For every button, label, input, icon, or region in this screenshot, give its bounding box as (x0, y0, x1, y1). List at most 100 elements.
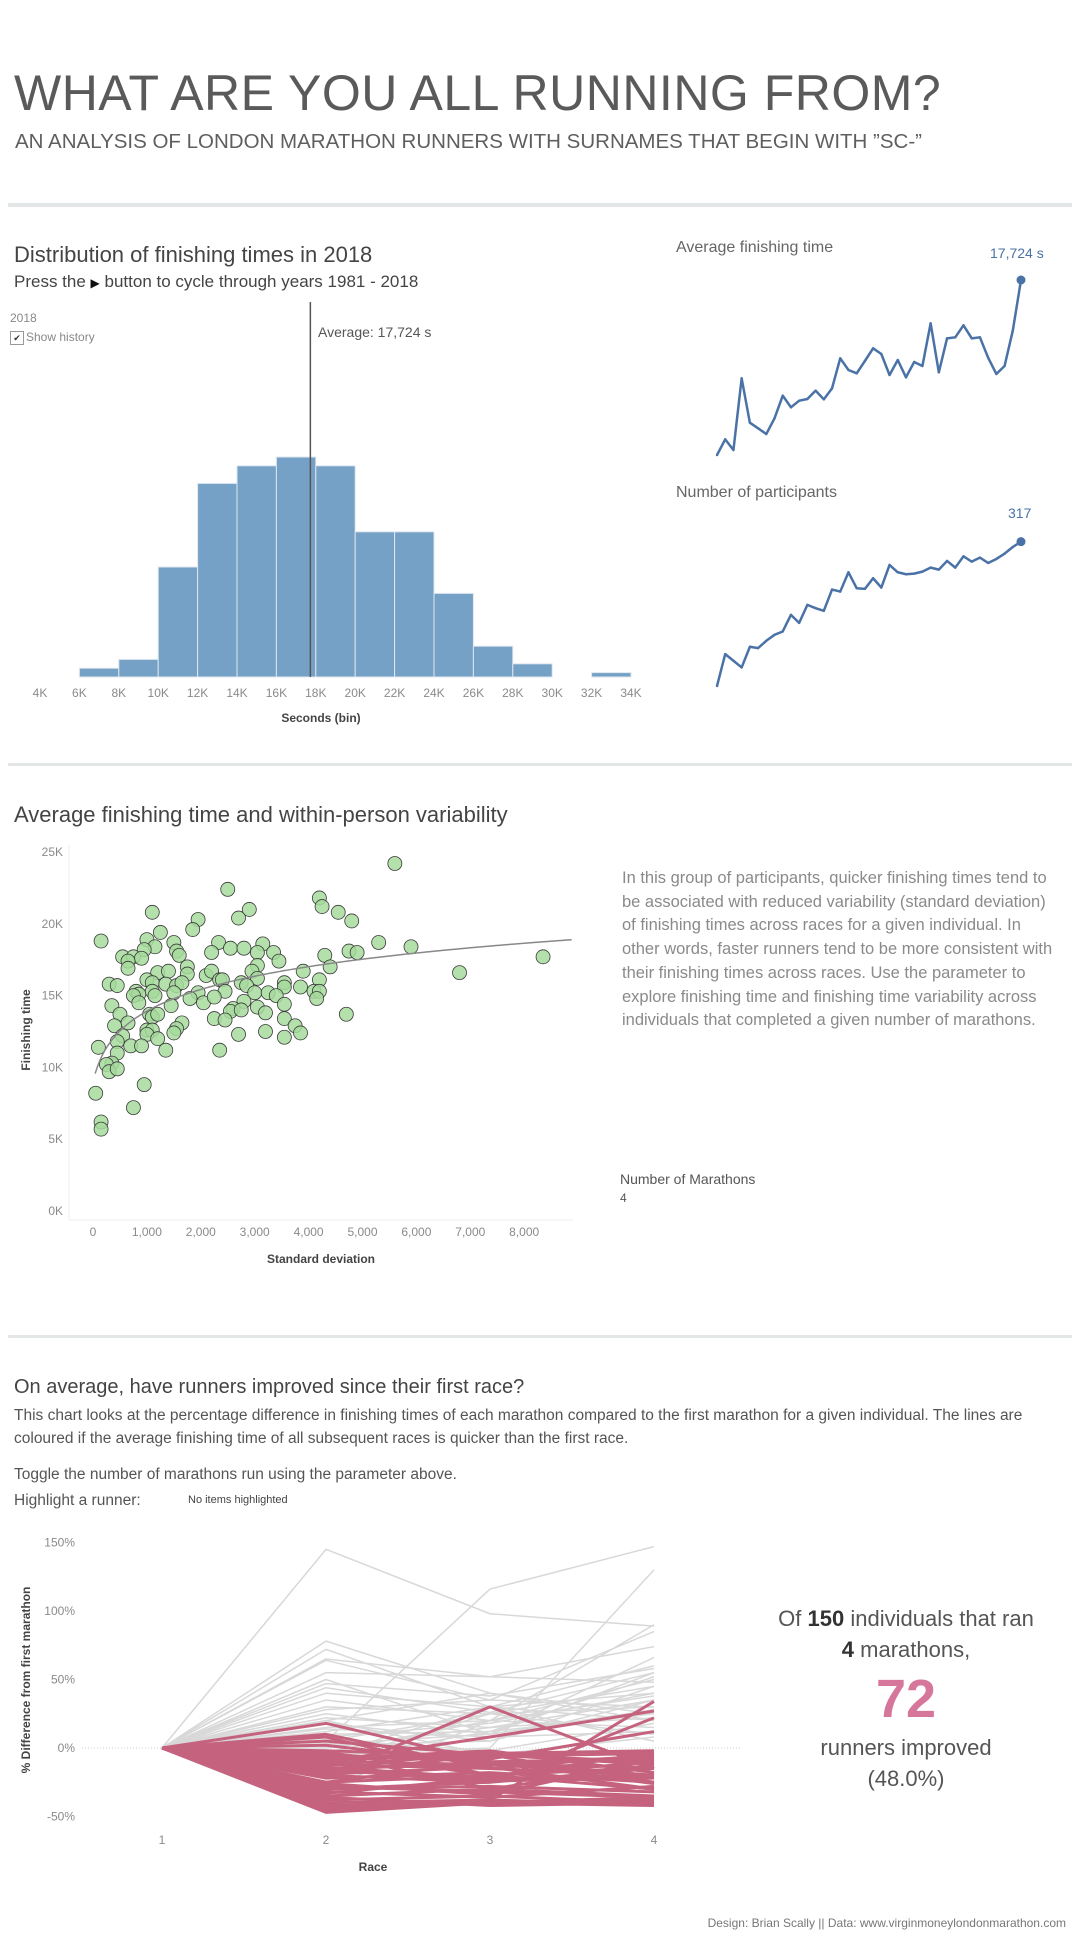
scatter-point[interactable] (204, 945, 219, 960)
participants-sparkline-point[interactable] (970, 560, 973, 563)
avg-time-sparkline-point[interactable] (855, 372, 858, 375)
histogram-bar[interactable] (197, 482, 238, 678)
highlight-runner-dropdown[interactable]: No items highlighted (188, 1494, 288, 1506)
participants-sparkline-point[interactable] (921, 570, 924, 573)
scatter-point[interactable] (452, 965, 467, 981)
scatter-point[interactable] (93, 933, 109, 949)
year-control[interactable]: 2018 (10, 311, 37, 325)
avg-time-sparkline-point[interactable] (781, 394, 784, 397)
scatter-point[interactable] (349, 945, 365, 960)
avg-time-sparkline-point[interactable] (1003, 364, 1006, 368)
scatter-point[interactable] (236, 940, 252, 956)
avg-time-sparkline-point[interactable] (945, 337, 949, 340)
avg-time-sparkline-point[interactable] (789, 406, 793, 409)
avg-time-sparkline-point[interactable] (732, 448, 735, 452)
avg-time-sparkline-point[interactable] (830, 387, 834, 390)
avg-time-sparkline-point[interactable] (904, 376, 908, 379)
checkbox-checked-icon[interactable]: ✔ (10, 330, 24, 345)
scatter-point[interactable] (322, 959, 338, 975)
scatter-point[interactable] (150, 1031, 166, 1047)
scatter-point[interactable] (241, 902, 257, 917)
histogram-bar[interactable] (315, 465, 356, 678)
scatter-point[interactable] (174, 975, 190, 991)
participants-sparkline-point[interactable] (839, 590, 842, 593)
runner-line-improved[interactable] (161, 1746, 655, 1808)
participants-sparkline-point[interactable] (986, 561, 990, 565)
scatter-point[interactable] (144, 904, 160, 920)
show-history-toggle[interactable]: ✔ Show history (10, 330, 95, 345)
scatter-point[interactable] (223, 940, 238, 956)
participants-sparkline-point[interactable] (929, 566, 932, 569)
participants-sparkline-point[interactable] (773, 633, 776, 637)
scatter-point[interactable] (344, 913, 360, 929)
scatter-point[interactable] (88, 1085, 104, 1101)
histogram-bar[interactable] (591, 672, 632, 678)
avg-time-sparkline-point[interactable] (748, 421, 752, 424)
avg-time-sparkline-point[interactable] (937, 371, 941, 374)
histogram-bar[interactable] (394, 531, 435, 678)
avg-time-sparkline-point[interactable] (962, 324, 965, 327)
participants-sparkline-point[interactable] (871, 577, 875, 580)
participants-sparkline-point[interactable] (740, 666, 743, 669)
scatter-point[interactable] (231, 910, 246, 926)
scatter-point[interactable] (535, 949, 551, 965)
participants-sparkline-point[interactable] (855, 587, 858, 590)
scatter-point[interactable] (276, 1029, 292, 1045)
runner-line-not-improved[interactable] (161, 1648, 655, 1749)
scatter-point[interactable] (211, 935, 226, 950)
participants-sparkline-point[interactable] (806, 603, 809, 607)
scatter-point[interactable] (314, 899, 330, 914)
scatter-point[interactable] (217, 1012, 233, 1028)
scatter-point[interactable] (249, 945, 265, 960)
participants-sparkline-point[interactable] (1016, 537, 1026, 547)
avg-time-sparkline-point[interactable] (970, 337, 973, 340)
runner-line-not-improved[interactable] (161, 1630, 655, 1749)
scatter-point[interactable] (182, 991, 198, 1006)
participants-sparkline-point[interactable] (732, 659, 735, 662)
avg-time-sparkline-point[interactable] (921, 364, 924, 368)
scatter-point[interactable] (338, 1006, 354, 1022)
scatter-point[interactable] (206, 989, 222, 1005)
runner-line-improved[interactable] (161, 1746, 655, 1784)
runner-line-improved[interactable] (161, 1735, 655, 1777)
participants-sparkline-point[interactable] (715, 684, 719, 688)
scatter-point[interactable] (109, 978, 125, 993)
participants-sparkline-point[interactable] (888, 563, 891, 567)
runner-line-not-improved[interactable] (161, 1671, 655, 1749)
participants-sparkline-point[interactable] (904, 573, 908, 576)
avg-time-sparkline-point[interactable] (896, 358, 899, 362)
scatter-point[interactable] (109, 1061, 125, 1077)
participants-sparkline-point[interactable] (954, 566, 957, 569)
participants-sparkline-point[interactable] (847, 571, 850, 574)
scatter-point[interactable] (231, 1026, 246, 1042)
avg-time-sparkline-point[interactable] (773, 417, 776, 420)
participants-sparkline-point[interactable] (724, 652, 727, 656)
scatter-point[interactable] (309, 991, 325, 1006)
avg-time-sparkline-point[interactable] (929, 322, 932, 325)
scatter-point[interactable] (147, 988, 163, 1003)
avg-time-sparkline-point[interactable] (806, 397, 809, 401)
avg-time-sparkline-point[interactable] (863, 359, 867, 363)
scatter-point[interactable] (134, 950, 149, 966)
participants-sparkline-point[interactable] (797, 621, 801, 625)
avg-time-sparkline-point[interactable] (724, 438, 727, 441)
participants-sparkline-point[interactable] (1003, 552, 1006, 555)
scatter-point[interactable] (293, 979, 308, 995)
runner-line-improved[interactable] (161, 1746, 655, 1810)
avg-time-sparkline-point[interactable] (756, 427, 760, 430)
participants-sparkline-point[interactable] (756, 646, 760, 650)
scatter-point[interactable] (152, 925, 168, 940)
avg-time-sparkline-point[interactable] (839, 357, 842, 360)
avg-time-sparkline-point[interactable] (797, 399, 801, 402)
scatter-point[interactable] (371, 935, 387, 950)
runner-line-not-improved[interactable] (161, 1548, 655, 1749)
scatter-point[interactable] (134, 1038, 149, 1054)
histogram-bar[interactable] (512, 663, 553, 678)
runner-line-not-improved[interactable] (161, 1728, 655, 1749)
participants-sparkline-point[interactable] (1011, 545, 1014, 549)
avg-time-sparkline-point[interactable] (995, 372, 998, 376)
scatter-point[interactable] (276, 1011, 292, 1026)
scatter-point[interactable] (403, 939, 419, 955)
participants-sparkline-point[interactable] (896, 571, 899, 574)
histogram-bar[interactable] (275, 456, 317, 678)
